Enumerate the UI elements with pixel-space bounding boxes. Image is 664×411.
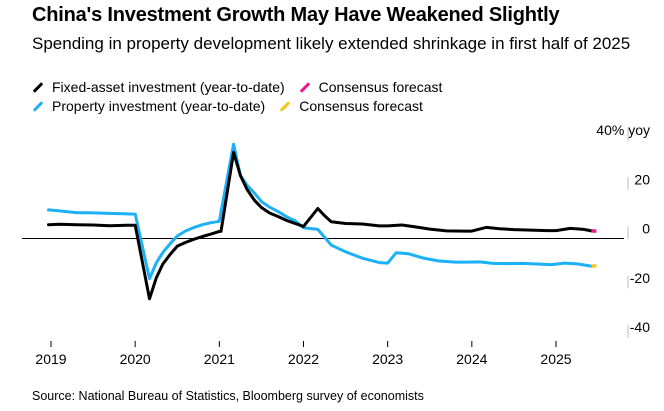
legend-row-fixed-asset: Fixed-asset investment (year-to-date) Co… [32,78,652,97]
legend-swatch-property-forecast [279,101,291,112]
line-chart: 40% yoy 20 0 -20 -40 2019 2020 2021 2022 2023 2024… [22,122,650,367]
legend-label-property-forecast: Consensus forecast [299,98,423,114]
legend-item-property: Property investment (year-to-date) [32,97,265,116]
y-tick-label: -40 [630,319,650,335]
legend-label-fixed-asset-forecast: Consensus forecast [318,79,443,95]
y-tick-label: 0 [642,221,650,237]
x-tick-label: 2024 [456,351,487,367]
chart-title: China's Investment Growth May Have Weake… [32,4,560,26]
legend-label-fixed-asset: Fixed-asset investment (year-to-date) [52,79,285,95]
chart-subtitle: Spending in property development likely … [32,34,631,53]
x-tick-label: 2023 [372,351,403,367]
legend-row-property: Property investment (year-to-date) Conse… [32,97,652,116]
y-tick-label: -20 [630,270,650,286]
series-line-fixed-asset [47,150,593,301]
x-tick-label: 2020 [120,351,151,367]
legend-item-fixed-asset: Fixed-asset investment (year-to-date) [32,78,285,97]
source-note: Source: National Bureau of Statistics, B… [32,389,424,403]
legend-item-fixed-asset-forecast: Consensus forecast [299,78,443,97]
y-tick-label: 20 [634,171,650,187]
x-tick-label: 2019 [35,351,66,367]
x-tick-label: 2021 [204,351,235,367]
y-tick-label: 40% yoy [596,122,650,138]
x-tick-label: 2022 [288,351,319,367]
legend-swatch-property [32,101,44,112]
legend-label-property: Property investment (year-to-date) [52,98,266,114]
legend-swatch-fixed-asset-forecast [299,82,310,93]
chart-legend: Fixed-asset investment (year-to-date) Co… [32,78,652,116]
x-tick-label: 2025 [540,351,571,367]
legend-item-property-forecast: Consensus forecast [279,97,423,116]
legend-swatch-fixed-asset [32,82,44,93]
series-line-property [47,142,593,281]
